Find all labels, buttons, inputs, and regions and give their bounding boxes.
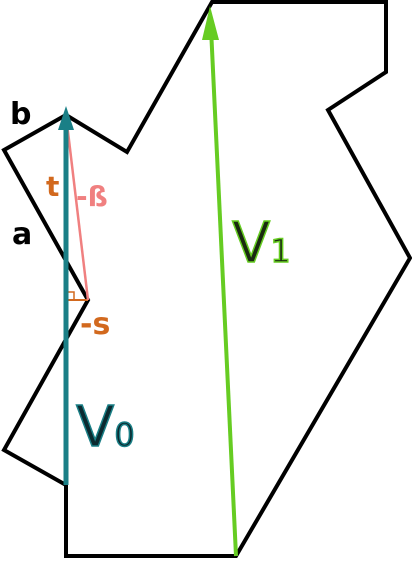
label-beta: -ß [76, 180, 108, 213]
pink-hypotenuse [64, 114, 90, 301]
v1-name: V [232, 211, 270, 276]
label-t: t [46, 170, 59, 203]
vector-v0-head [58, 106, 74, 130]
label-s: -s [80, 307, 110, 342]
label-v1: V1 [232, 211, 291, 276]
v0-name: V [76, 395, 114, 460]
vector-v1 [209, 27, 238, 557]
v1-sub: 1 [270, 232, 290, 270]
label-a: a [12, 217, 32, 252]
label-v0: V0 [76, 395, 135, 460]
vector-v1-head [202, 6, 219, 40]
label-b: b [10, 97, 31, 132]
v0-sub: 0 [114, 416, 134, 454]
